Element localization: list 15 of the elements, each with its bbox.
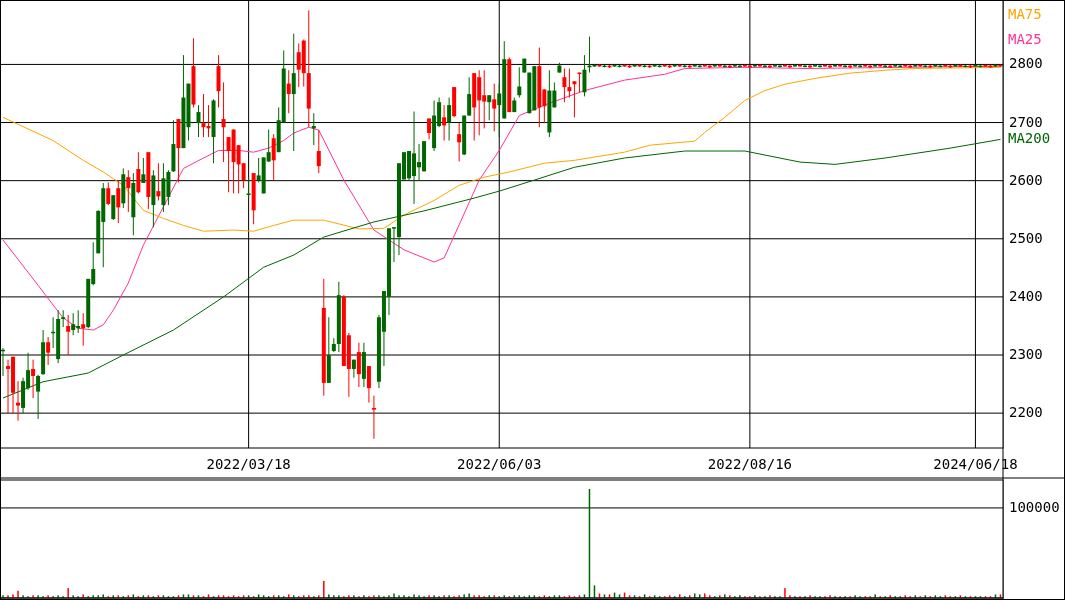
y-tick-label: 2300 bbox=[1009, 346, 1043, 363]
y-tick-label: 2600 bbox=[1009, 171, 1043, 188]
y-tick-label: 2400 bbox=[1009, 287, 1043, 304]
x-tick-label: 2022/08/16 bbox=[707, 456, 793, 472]
y-tick-label: 100000 bbox=[1009, 498, 1060, 515]
series-label: MA25 bbox=[1008, 31, 1042, 48]
x-tick-label: 2024/06/18 bbox=[933, 456, 1018, 472]
x-tick-label: 2022/06/03 bbox=[457, 456, 542, 472]
x-tick-label: 2022/03/18 bbox=[206, 456, 291, 472]
y-tick-label: 2200 bbox=[1009, 404, 1043, 421]
series-label: MA200 bbox=[1008, 130, 1051, 147]
y-tick-label: 2800 bbox=[1009, 55, 1043, 72]
y-tick-label: 2700 bbox=[1009, 113, 1043, 130]
y-tick-label: 2500 bbox=[1009, 229, 1043, 246]
text: MA75 bbox=[1008, 6, 1042, 23]
